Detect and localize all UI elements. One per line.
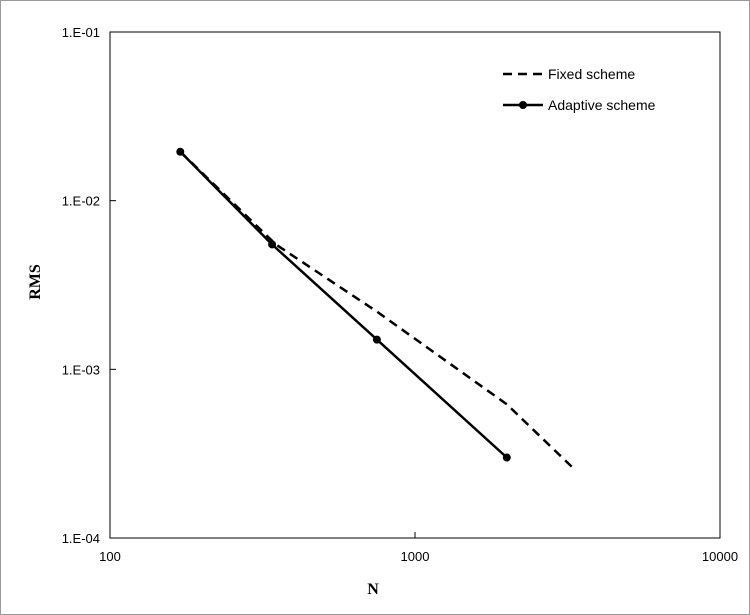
y-axis-title: RMS bbox=[27, 264, 44, 300]
adaptive-scheme-point bbox=[176, 147, 185, 156]
y-tick-label: 1.E-01 bbox=[62, 25, 100, 40]
x-tick-label: 100 bbox=[99, 549, 121, 564]
y-tick-label: 1.E-02 bbox=[62, 194, 100, 209]
x-axis-title: N bbox=[367, 581, 379, 598]
y-tick-label: 1.E-04 bbox=[62, 531, 100, 546]
adaptive-scheme-point bbox=[502, 453, 511, 462]
adaptive-scheme-point bbox=[268, 240, 277, 249]
legend: Fixed scheme Adaptive scheme bbox=[503, 66, 656, 113]
series-group bbox=[176, 147, 574, 469]
x-tick-label: 1000 bbox=[401, 549, 430, 564]
legend-adaptive-scheme-marker bbox=[519, 101, 527, 109]
y-tick-label: 1.E-03 bbox=[62, 362, 100, 377]
x-axis: 100 1000 10000 bbox=[99, 532, 738, 564]
legend-adaptive-scheme-label: Adaptive scheme bbox=[548, 97, 656, 113]
legend-fixed-scheme-label: Fixed scheme bbox=[548, 66, 635, 82]
adaptive-scheme-line bbox=[179, 150, 508, 459]
y-axis: 1.E-01 1.E-02 1.E-03 1.E-04 bbox=[62, 25, 116, 546]
adaptive-scheme-point bbox=[372, 335, 381, 344]
x-tick-label: 10000 bbox=[702, 549, 738, 564]
